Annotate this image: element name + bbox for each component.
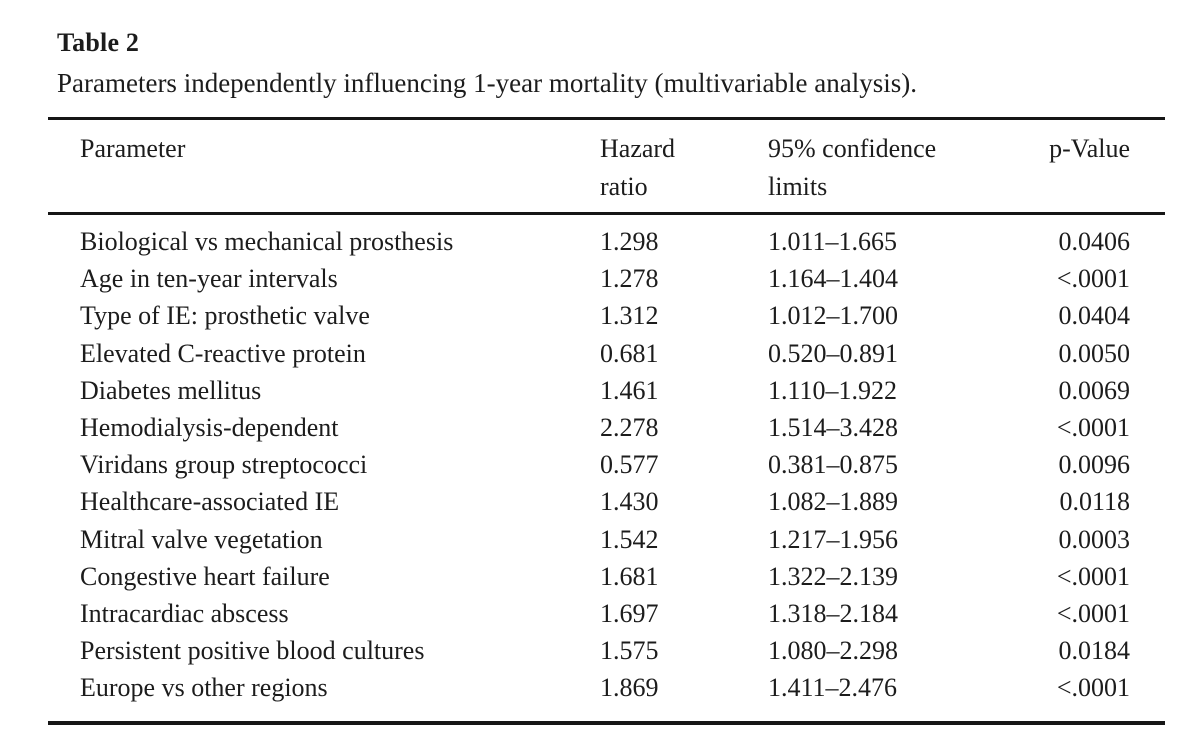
- parameter-cell: Congestive heart failure: [80, 561, 330, 591]
- column-header-parameter: Parameter: [48, 118, 600, 215]
- confidence-limits-cell: 1.514–3.428: [768, 413, 898, 443]
- parameter-cell: Biological vs mechanical prosthesis: [80, 227, 454, 256]
- column-header-confidence-limits: 95% confidence limits: [768, 118, 1030, 215]
- table-row: Healthcare-associated IE 1.430 1.082–1.889…: [48, 483, 1165, 520]
- parameter-cell: Persistent positive blood cultures: [80, 636, 425, 666]
- parameter-cell: Diabetes mellitus: [80, 375, 262, 405]
- table-header: Parameter Hazard ratio 95% confidence li…: [48, 118, 1165, 215]
- column-header-p-value-label: p-Value: [1049, 134, 1130, 163]
- parameter-cell: Intracardiac abscess: [80, 599, 289, 629]
- hazard-ratio-cell: 1.542: [600, 524, 659, 554]
- header-row: Parameter Hazard ratio 95% confidence li…: [48, 118, 1165, 215]
- table-row: Europe vs other regions 1.869 1.411–2.476 <…: [48, 669, 1165, 722]
- table-row: Viridans group streptococci 0.577 0.381–0.…: [48, 446, 1165, 483]
- p-value-cell: 0.0406: [1058, 227, 1131, 256]
- hazard-ratio-cell: 1.697: [600, 599, 659, 629]
- p-value-cell: <.0001: [1056, 673, 1130, 703]
- confidence-limits-cell: 1.164–1.404: [768, 264, 898, 294]
- hazard-ratio-cell: 1.278: [600, 264, 659, 294]
- hazard-ratio-cell: 1.575: [600, 636, 659, 666]
- p-value-cell: <.0001: [1056, 561, 1130, 591]
- table-row: Elevated C-reactive protein 0.681 0.520–0.…: [48, 335, 1165, 372]
- hazard-ratio-cell: 1.312: [600, 301, 659, 331]
- hazard-ratio-cell: 1.461: [600, 375, 659, 405]
- column-header-parameter-label: Parameter: [80, 134, 186, 163]
- table-row: Biological vs mechanical prosthesis 1.298…: [48, 214, 1165, 261]
- table-row: Diabetes mellitus 1.461 1.110–1.922 0.0069: [48, 372, 1165, 409]
- column-header-hazard-ratio: Hazard ratio: [600, 118, 768, 215]
- table-row: Intracardiac abscess 1.697 1.318–2.184 <.00…: [48, 595, 1165, 632]
- confidence-limits-cell: 1.110–1.922: [768, 375, 898, 405]
- p-value-cell: <.0001: [1056, 413, 1130, 443]
- parameter-cell: Age in ten-year intervals: [80, 264, 338, 294]
- confidence-limits-cell: 1.217–1.956: [768, 524, 898, 554]
- table-row: Persistent positive blood cultures 1.575 1…: [48, 632, 1165, 669]
- confidence-limits-cell: 0.381–0.875: [768, 450, 898, 480]
- hazard-ratio-cell: 0.577: [600, 450, 659, 480]
- p-value-cell: 0.0118: [1059, 487, 1130, 517]
- parameter-cell: Viridans group streptococci: [80, 450, 368, 480]
- p-value-cell: 0.0096: [1058, 450, 1131, 480]
- column-header-hazard-ratio-label: Hazard ratio: [600, 134, 676, 201]
- p-value-cell: 0.0050: [1058, 338, 1131, 368]
- hazard-ratio-cell: 1.430: [600, 487, 659, 517]
- results-table: Parameter Hazard ratio 95% confidence li…: [48, 117, 1165, 725]
- hazard-ratio-cell: 0.681: [600, 338, 659, 368]
- parameter-cell: Hemodialysis-dependent: [80, 413, 339, 443]
- p-value-cell: 0.0069: [1058, 375, 1131, 405]
- confidence-limits-cell: 1.411–2.476: [768, 673, 898, 703]
- hazard-ratio-cell: 2.278: [600, 413, 659, 443]
- confidence-limits-cell: 1.012–1.700: [768, 301, 898, 331]
- table-row: Mitral valve vegetation 1.542 1.217–1.956 0…: [48, 521, 1165, 558]
- table-body: Biological vs mechanical prosthesis 1.298…: [48, 214, 1165, 723]
- parameter-cell: Healthcare-associated IE: [80, 487, 340, 517]
- p-value-cell: 0.0404: [1058, 301, 1131, 331]
- table-label: Table 2: [57, 28, 140, 57]
- table-row: Type of IE: prosthetic valve 1.312 1.012–1…: [48, 297, 1165, 334]
- confidence-limits-cell: 1.082–1.889: [768, 487, 898, 517]
- confidence-limits-cell: 0.520–0.891: [768, 338, 898, 368]
- p-value-cell: 0.0184: [1058, 636, 1131, 666]
- table-caption: Parameters independently influencing 1-y…: [57, 68, 917, 98]
- paper-page: Table 2 Parameters independently influen…: [0, 27, 1194, 742]
- parameter-cell: Europe vs other regions: [80, 673, 328, 703]
- confidence-limits-cell: 1.080–2.298: [768, 636, 898, 666]
- column-header-confidence-limits-label: 95% confidence limits: [768, 134, 937, 201]
- confidence-limits-cell: 1.318–2.184: [768, 599, 898, 629]
- hazard-ratio-cell: 1.298: [600, 227, 659, 256]
- column-header-p-value: p-Value: [1030, 118, 1165, 215]
- parameter-cell: Type of IE: prosthetic valve: [80, 301, 370, 331]
- table-row: Age in ten-year intervals 1.278 1.164–1.40…: [48, 260, 1165, 297]
- p-value-cell: 0.0003: [1058, 524, 1131, 554]
- hazard-ratio-cell: 1.681: [600, 561, 659, 591]
- parameter-cell: Mitral valve vegetation: [80, 524, 323, 554]
- p-value-cell: <.0001: [1056, 599, 1130, 629]
- parameter-cell: Elevated C-reactive protein: [80, 338, 366, 368]
- table-row: Hemodialysis-dependent 2.278 1.514–3.428 <.…: [48, 409, 1165, 446]
- hazard-ratio-cell: 1.869: [600, 673, 659, 703]
- confidence-limits-cell: 1.322–2.139: [768, 561, 898, 591]
- p-value-cell: <.0001: [1056, 264, 1130, 294]
- table-row: Congestive heart failure 1.681 1.322–2.139…: [48, 558, 1165, 595]
- confidence-limits-cell: 1.011–1.665: [768, 227, 898, 256]
